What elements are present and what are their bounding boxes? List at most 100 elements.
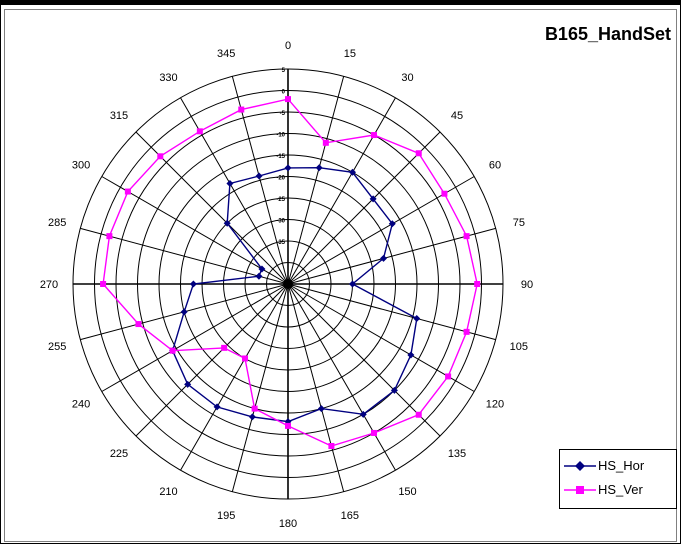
angle-label: 240 [72,399,90,411]
data-point [371,429,377,436]
grid-spoke [287,283,441,437]
series-hs-ver [100,96,481,449]
angle-label: 180 [279,518,297,530]
data-point [328,442,335,449]
angle-label: 315 [110,110,128,122]
legend-swatch-hs-hor [564,461,596,471]
data-point [474,281,481,287]
series-hs-hor [169,164,421,426]
data-point [213,403,221,411]
data-point [221,344,228,351]
angle-tick-labels: 0 15 30 45 60 75 90 105 120 135 150 165 180 195 210 225… [40,40,533,530]
radial-label: -20 [276,176,285,182]
grid-spoke [287,76,345,285]
radial-label: -10 [276,133,285,139]
grid-spoke [287,283,396,471]
data-point [390,386,398,394]
grid-spoke [80,227,289,285]
legend-entry-hs-ver: HS_Ver [560,480,678,500]
legend-label-hs-hor: HS_Hor [598,458,645,473]
radial-tick-labels: 5 0 -5 -10 -15 -20 -25 -30 -35 [276,68,285,246]
chart-title: B165_HandSet [544,24,671,44]
angle-label: 195 [217,510,235,522]
grid-spoke [231,283,289,492]
data-point [388,220,396,228]
legend: HS_Hor HS_Ver [559,449,677,509]
data-point [169,347,176,354]
data-point [285,96,291,103]
data-point [322,139,329,146]
data-point [407,351,415,359]
grid-spoke [287,283,345,492]
data-point [242,355,248,362]
data-point [415,150,422,157]
angle-label: 60 [489,160,501,172]
grid-spoke [287,97,396,285]
radial-label: -5 [280,111,286,117]
grid-spoke [287,283,496,341]
angle-label: 105 [510,341,528,353]
angle-label: 330 [159,72,177,84]
legend-entry-hs-hor: HS_Hor [560,456,678,476]
data-point [106,233,113,240]
grid-spoke [287,283,475,392]
radial-label: -25 [276,197,285,203]
data-point [317,405,325,413]
angle-label: 225 [110,448,128,460]
grid-spoke [180,283,289,471]
data-point [369,195,377,203]
angle-label: 165 [341,510,359,522]
data-point [251,405,258,412]
data-point [180,308,188,316]
data-point [157,153,164,160]
data-point [284,164,292,172]
grid-spoke [135,283,289,437]
radial-label: 5 [282,68,286,74]
data-point [415,411,422,418]
legend-label-hs-ver: HS_Ver [598,482,643,497]
data-point [413,315,421,323]
data-point [349,280,356,288]
angle-label: 150 [398,486,416,498]
series-layer [100,96,481,449]
grid-spoke [287,227,496,285]
data-point [359,410,367,418]
data-point [255,272,263,280]
grid-spoke [287,131,441,285]
angle-label: 30 [401,72,413,84]
data-point [441,190,448,197]
radial-label: -30 [276,219,285,225]
data-point [380,254,388,262]
window-top-border [0,0,681,5]
grid-spoke [101,176,289,285]
angle-label: 15 [344,48,356,60]
angle-gridlines [73,69,503,499]
data-point [349,168,356,176]
legend-swatch-hs-ver [564,486,596,494]
data-point [285,422,291,429]
data-point [184,380,192,388]
angle-label: 45 [451,110,463,122]
center-point [283,279,293,289]
data-point [445,373,452,380]
data-point [238,106,245,113]
data-point [258,265,266,273]
angle-label: 270 [40,279,58,291]
angle-label: 135 [448,448,466,460]
data-point [463,233,470,240]
data-point [196,128,203,135]
data-point [315,164,323,172]
angle-label: 255 [48,341,66,353]
angle-label: 210 [159,486,177,498]
data-point [100,281,107,287]
data-point [226,179,234,187]
data-point [135,321,142,328]
data-point [371,132,377,139]
grid-spoke [180,97,289,285]
angle-label: 285 [48,217,66,229]
radial-label: -15 [276,154,285,160]
angle-label: 120 [486,399,504,411]
angle-label: 345 [217,48,235,60]
angle-label: 90 [521,279,533,291]
